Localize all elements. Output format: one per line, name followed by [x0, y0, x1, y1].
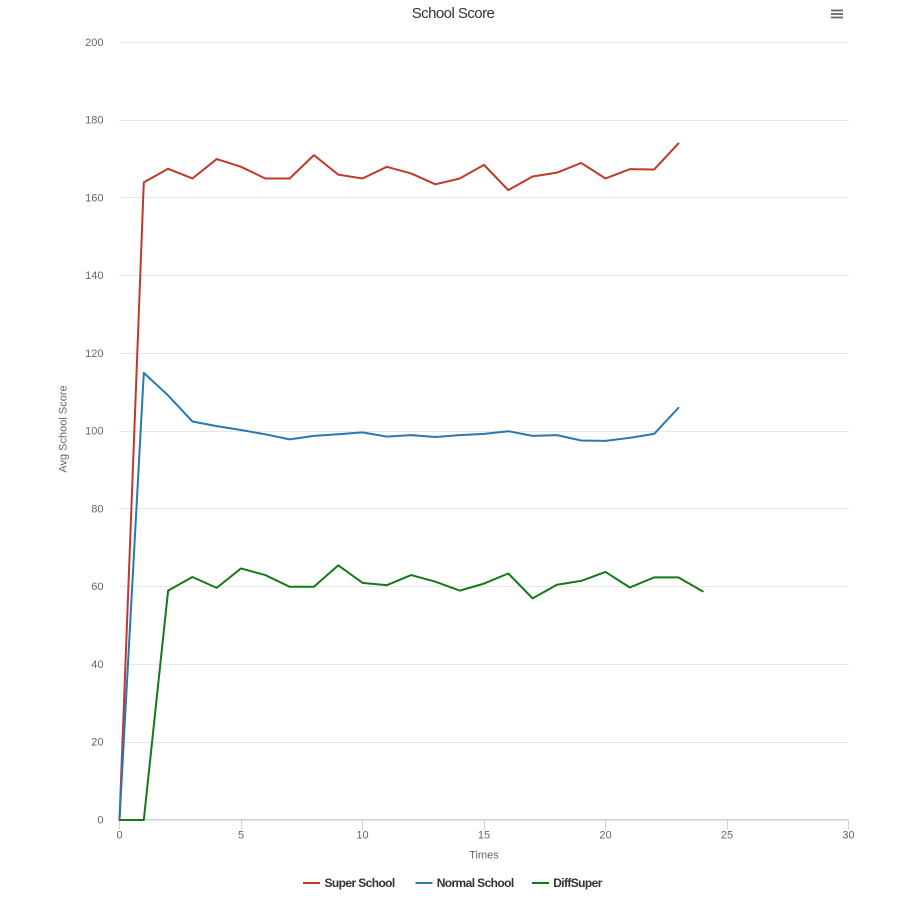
- svg-text:Times: Times: [469, 850, 499, 862]
- svg-text:0: 0: [97, 815, 103, 827]
- svg-text:15: 15: [478, 830, 490, 842]
- svg-text:200: 200: [85, 37, 103, 49]
- svg-text:School Score: School Score: [412, 5, 495, 22]
- svg-text:80: 80: [91, 503, 103, 515]
- svg-text:20: 20: [599, 830, 611, 842]
- svg-text:25: 25: [721, 830, 733, 842]
- svg-text:60: 60: [91, 581, 103, 593]
- svg-text:10: 10: [356, 830, 368, 842]
- svg-text:180: 180: [85, 115, 103, 127]
- svg-text:Super School: Super School: [325, 876, 395, 890]
- svg-text:120: 120: [85, 348, 103, 360]
- svg-text:20: 20: [91, 737, 103, 749]
- svg-text:Avg School Score: Avg School Score: [58, 385, 70, 472]
- svg-text:160: 160: [85, 192, 103, 204]
- svg-text:30: 30: [842, 830, 854, 842]
- svg-text:5: 5: [238, 830, 244, 842]
- svg-text:Normal School: Normal School: [437, 876, 514, 890]
- svg-text:DiffSuper: DiffSuper: [553, 876, 603, 890]
- svg-text:140: 140: [85, 270, 103, 282]
- svg-text:0: 0: [116, 830, 122, 842]
- svg-text:40: 40: [91, 659, 103, 671]
- svg-text:100: 100: [85, 426, 103, 438]
